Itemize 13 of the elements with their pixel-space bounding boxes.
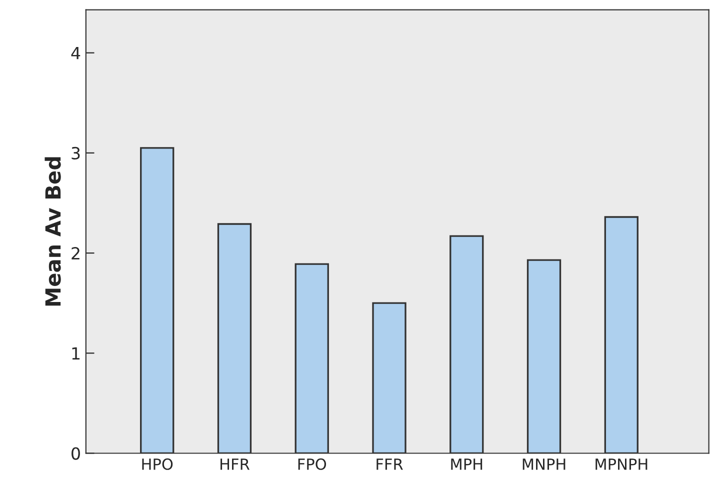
y-axis-title: Mean Av Bed (44, 157, 61, 306)
x-tick-label: MPH (451, 458, 482, 470)
x-tick-label: HPO (142, 458, 173, 470)
y-tick-label: 0 (72, 447, 80, 460)
y-tick-label: 1 (72, 347, 80, 360)
y-tick-label: 2 (72, 247, 80, 260)
x-tick-label: FFR (376, 458, 403, 470)
x-tick-label: FPO (298, 458, 326, 470)
y-tick-label: 4 (71, 47, 80, 60)
x-tick-label: MNPH (522, 458, 566, 470)
x-tick-label: MPNPH (596, 458, 648, 470)
x-tick-label: HFR (220, 458, 250, 470)
y-tick-label: 3 (72, 146, 80, 160)
